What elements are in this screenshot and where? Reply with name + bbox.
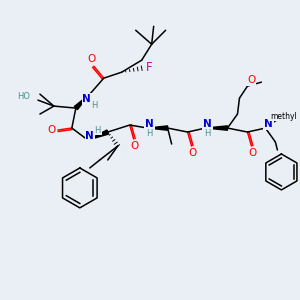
Text: N: N [264, 119, 273, 129]
Text: O: O [48, 125, 56, 135]
Text: O: O [247, 75, 256, 85]
Polygon shape [148, 126, 168, 130]
Text: methyl: methyl [270, 112, 297, 121]
Text: O: O [130, 141, 139, 151]
Text: H: H [146, 128, 153, 137]
Polygon shape [88, 130, 109, 140]
Text: O: O [188, 148, 197, 158]
Text: methyl: methyl [273, 111, 298, 117]
Text: O: O [248, 148, 256, 158]
Text: H: H [92, 100, 98, 109]
Text: N: N [203, 119, 212, 129]
Polygon shape [206, 126, 227, 130]
Text: F: F [146, 61, 153, 74]
Text: HO: HO [17, 92, 30, 100]
Text: H: H [204, 128, 211, 137]
Polygon shape [74, 94, 90, 110]
Text: N: N [85, 131, 94, 141]
Text: N: N [145, 119, 154, 129]
Text: H: H [94, 125, 101, 134]
Text: O: O [88, 54, 96, 64]
Text: N: N [82, 94, 91, 104]
